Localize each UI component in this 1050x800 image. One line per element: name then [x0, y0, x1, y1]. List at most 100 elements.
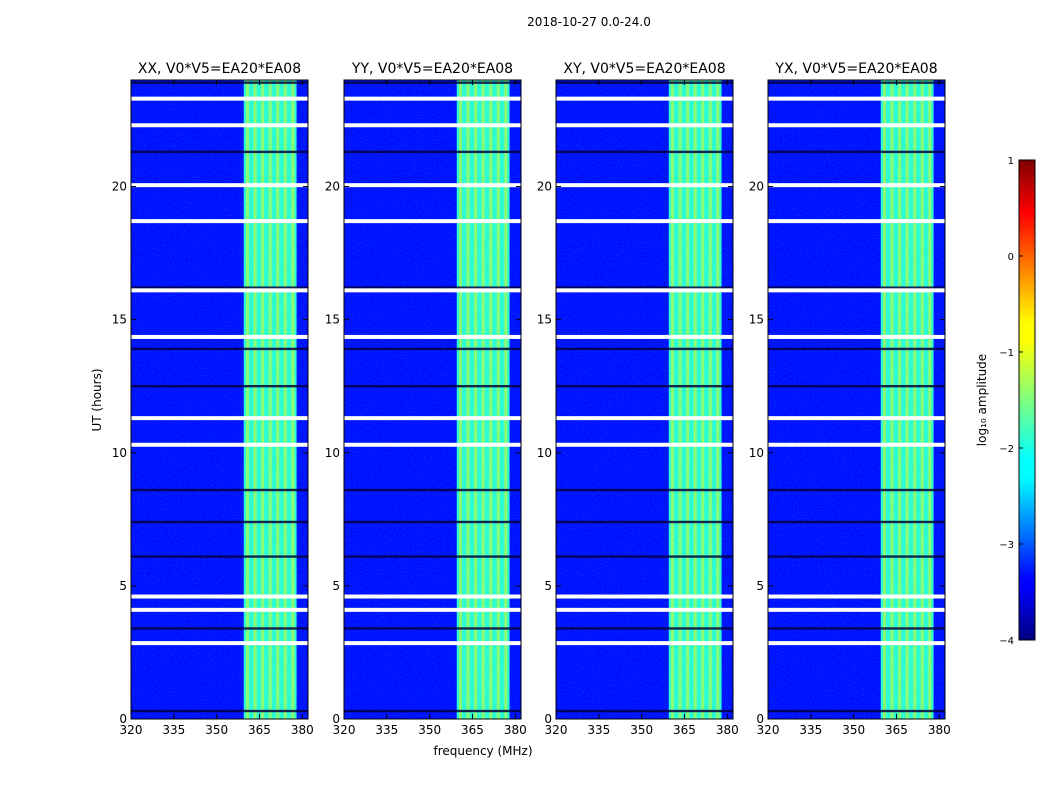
dark-row	[556, 286, 733, 289]
dark-row	[344, 555, 521, 558]
flagged-row	[131, 96, 308, 101]
dark-row	[344, 347, 521, 351]
y-tick-label: 20	[112, 180, 127, 194]
y-tick-label: 10	[325, 446, 340, 460]
flagged-row	[131, 442, 308, 447]
y-tick-label: 15	[537, 313, 552, 327]
flagged-row	[556, 607, 733, 612]
panel-title: XY, V0*V5=EA20*EA08	[563, 61, 725, 77]
flagged-row	[768, 594, 945, 599]
dark-row	[344, 709, 521, 713]
dark-row	[768, 488, 945, 492]
flagged-row	[556, 594, 733, 599]
flagged-row	[768, 641, 945, 646]
flagged-row	[556, 442, 733, 447]
flagged-row	[556, 96, 733, 101]
dark-row	[344, 384, 521, 388]
colorbar-tick-label: −4	[999, 636, 1014, 647]
dark-row	[344, 520, 521, 524]
flagged-row	[768, 334, 945, 339]
figure-suptitle: 2018-10-27 0.0-24.0	[527, 15, 651, 29]
dark-row	[556, 627, 733, 630]
dark-row	[768, 286, 945, 289]
dark-row	[556, 347, 733, 351]
x-tick-label: 335	[162, 723, 185, 737]
dark-row	[344, 286, 521, 289]
y-tick-label: 20	[537, 180, 552, 194]
x-tick-label: 350	[630, 723, 653, 737]
flagged-row	[768, 123, 945, 128]
flagged-row	[556, 334, 733, 339]
panel-1: XX, V0*V5=EA20*EA08 320 335 350 365 380 0 5 10 15…	[112, 61, 314, 737]
band-noise	[243, 80, 297, 719]
x-tick-label: 365	[248, 723, 271, 737]
dark-row	[344, 150, 521, 154]
y-tick-label: 0	[544, 712, 552, 726]
flagged-row	[131, 334, 308, 339]
colorbar-tick-label: 1	[1008, 156, 1014, 167]
x-tick-label: 320	[757, 723, 780, 737]
flagged-row	[768, 288, 945, 293]
dark-row	[131, 81, 308, 84]
dark-row	[768, 150, 945, 154]
panel-frame	[130, 79, 309, 720]
flagged-row	[344, 334, 521, 339]
flagged-row	[344, 183, 521, 188]
flagged-row	[131, 288, 308, 293]
y-tick-label: 5	[756, 579, 764, 593]
dark-row	[131, 627, 308, 630]
panel-4: YX, V0*V5=EA20*EA08 320 335 350 365 380 0 5 10 15…	[749, 61, 951, 737]
y-tick-label: 5	[332, 579, 340, 593]
flagged-row	[131, 183, 308, 188]
flagged-row	[131, 416, 308, 421]
colorbar-label: log₁₀ amplitude	[975, 354, 989, 446]
colorbar-gradient	[1018, 159, 1036, 641]
flagged-row	[344, 607, 521, 612]
x-tick-label: 335	[587, 723, 610, 737]
panel-frame	[343, 79, 522, 720]
dark-row	[131, 488, 308, 492]
dark-row	[131, 709, 308, 713]
y-tick-label: 10	[112, 446, 127, 460]
dark-row	[768, 81, 945, 84]
dark-row	[768, 709, 945, 713]
flagged-row	[344, 96, 521, 101]
flagged-row	[131, 594, 308, 599]
y-tick-label: 0	[332, 712, 340, 726]
y-tick-label: 20	[749, 180, 764, 194]
panel-frame	[555, 79, 734, 720]
flagged-row	[344, 416, 521, 421]
flagged-row	[768, 96, 945, 101]
dark-row	[344, 81, 521, 84]
flagged-row	[556, 219, 733, 224]
dark-row	[768, 347, 945, 351]
x-tick-label: 320	[545, 723, 568, 737]
y-tick-label: 15	[749, 313, 764, 327]
flagged-row	[768, 183, 945, 188]
flagged-row	[131, 123, 308, 128]
colorbar: 1 0 −1 −2 −3 −4 log₁₀ amplitude	[975, 156, 1036, 647]
x-tick-label: 365	[461, 723, 484, 737]
y-tick-label: 0	[756, 712, 764, 726]
band-noise	[456, 80, 510, 719]
colorbar-tick-label: −1	[999, 348, 1014, 359]
colorbar-tick-label: −3	[999, 540, 1014, 551]
y-tick-label: 10	[537, 446, 552, 460]
dark-row	[768, 555, 945, 558]
y-tick-label: 5	[119, 579, 127, 593]
panel-2: YY, V0*V5=EA20*EA08 320 335 350 365 380 0 5 10 15…	[325, 61, 527, 737]
flagged-row	[344, 288, 521, 293]
flagged-row	[768, 442, 945, 447]
flagged-row	[131, 219, 308, 224]
panel-title: XX, V0*V5=EA20*EA08	[138, 61, 301, 77]
band-noise	[668, 80, 722, 719]
colorbar-tick-label: 0	[1008, 252, 1014, 263]
x-tick-label: 350	[418, 723, 441, 737]
flagged-row	[344, 442, 521, 447]
dark-row	[556, 520, 733, 524]
dark-row	[131, 555, 308, 558]
flagged-row	[768, 219, 945, 224]
dark-row	[556, 384, 733, 388]
flagged-row	[556, 288, 733, 293]
dark-row	[556, 555, 733, 558]
